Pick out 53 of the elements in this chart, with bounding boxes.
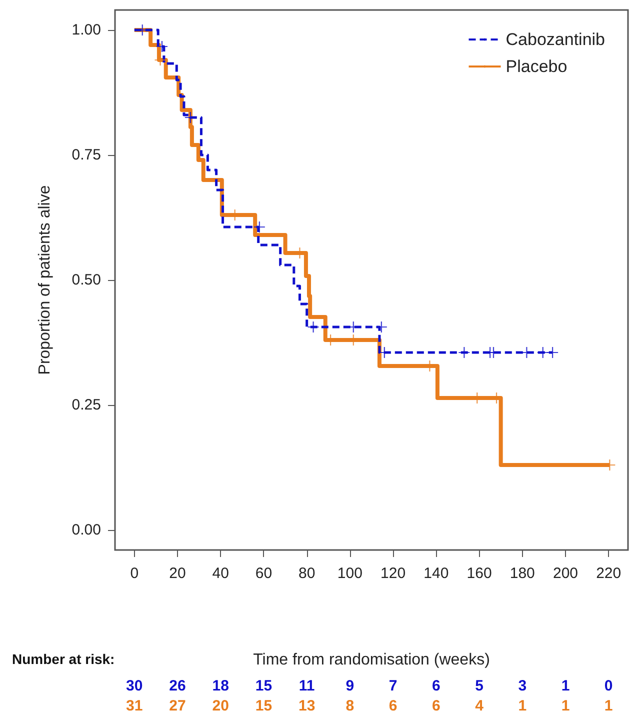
text: 8	[346, 698, 354, 714]
point	[376, 322, 387, 332]
y-tick-label: 0.25	[72, 396, 101, 414]
y-axis-title: Proportion of patients alive	[36, 185, 54, 375]
x-tick-label: 220	[596, 565, 622, 582]
y-tick-label: 0.50	[72, 272, 101, 288]
point	[458, 347, 470, 358]
point	[254, 222, 265, 232]
text: 0	[604, 678, 613, 694]
text: 7	[388, 678, 398, 694]
text: 31	[126, 698, 143, 714]
text: 15	[255, 698, 272, 714]
text: 3	[518, 678, 527, 694]
legend-label: Cabozantinib	[506, 30, 606, 49]
x-tick-label: 0	[130, 565, 139, 582]
text: 4	[475, 698, 484, 714]
text: 1	[518, 698, 527, 714]
text: Number at risk:	[12, 651, 115, 667]
x-axis-title: Time from randomisation (weeks)	[253, 652, 490, 668]
text: 30	[126, 678, 143, 694]
text: 6	[432, 698, 440, 714]
point	[156, 41, 168, 52]
x-tick-label: 180	[510, 565, 535, 582]
text: 15	[255, 678, 272, 694]
text: 5	[475, 678, 484, 694]
text: 13	[298, 698, 316, 714]
x-tick-label: 200	[552, 565, 578, 582]
text: 1	[561, 678, 570, 694]
text: 18	[212, 678, 229, 694]
x-tick-label: 160	[466, 565, 492, 582]
text: 1	[561, 698, 570, 714]
x-tick-label: 120	[380, 565, 406, 582]
x-tick-label: 80	[298, 565, 316, 582]
y-tick-label: 0.00	[72, 522, 101, 538]
x-tick-label: 60	[255, 565, 272, 582]
y-tick-label: 0.75	[72, 146, 101, 164]
y-tick-label: 1.00	[72, 22, 101, 38]
text: 6	[432, 678, 440, 694]
text: 11	[298, 678, 315, 694]
text: 1	[604, 698, 613, 714]
x-tick-label: 40	[212, 565, 229, 582]
legend-label: Placebo	[506, 57, 568, 76]
text: 20	[212, 698, 229, 714]
text: 9	[346, 678, 354, 694]
point	[154, 54, 166, 66]
x-tick-label: 20	[169, 565, 186, 582]
text: 6	[388, 698, 398, 714]
point	[308, 322, 319, 332]
text: 27	[169, 698, 186, 714]
x-tick-label: 140	[424, 565, 449, 582]
x-tick-label: 100	[337, 565, 362, 582]
text: 26	[169, 678, 186, 694]
point	[547, 347, 558, 358]
